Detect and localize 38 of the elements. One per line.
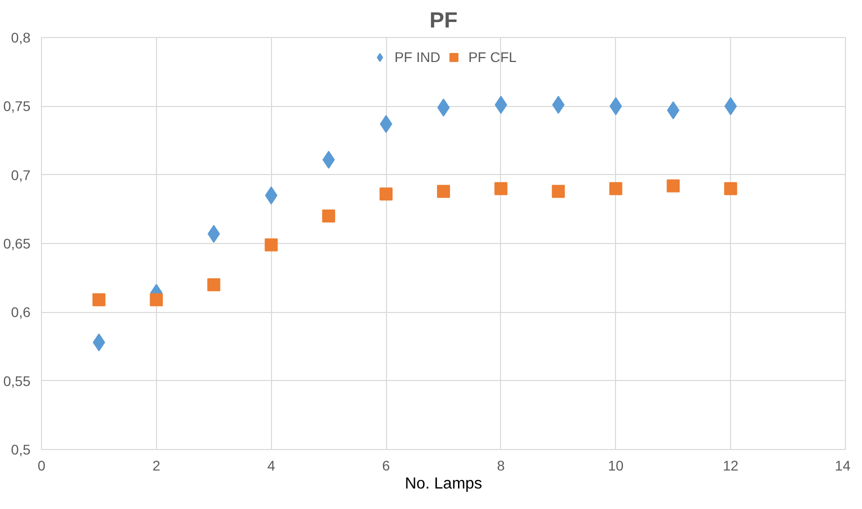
point [609, 182, 622, 196]
y-tick-label: 0,55 [3, 372, 31, 389]
point [380, 115, 392, 134]
x-tick-label: 14 [834, 458, 851, 474]
point [552, 184, 565, 198]
x-tick-label: 8 [497, 458, 506, 474]
point [380, 188, 393, 201]
point [437, 98, 450, 117]
y-tick-label: 0,5 [11, 442, 31, 458]
point [437, 184, 450, 198]
x-tick-label: 4 [267, 458, 276, 474]
point [724, 182, 738, 196]
point [494, 96, 508, 114]
x-tick-label: 6 [382, 458, 390, 474]
point [264, 238, 278, 252]
x-axis-title: No. Lamps [404, 476, 482, 492]
legend-label: PF CFL [468, 49, 517, 65]
x-tick-label: 12 [722, 458, 739, 474]
legend-label: PF IND [394, 49, 440, 65]
x-tick-label: 2 [152, 458, 160, 474]
point [150, 293, 163, 306]
point [552, 96, 565, 114]
point [724, 97, 737, 116]
y-tick-label: 0,75 [3, 98, 31, 114]
y-tick-label: 0,6 [11, 304, 31, 320]
point [494, 182, 508, 196]
point [207, 278, 220, 292]
y-tick-label: 0,7 [11, 166, 31, 183]
point [92, 293, 106, 306]
point [92, 333, 106, 352]
point [666, 179, 680, 192]
chart-title: PF [429, 8, 458, 32]
x-tick-label: 10 [608, 458, 624, 474]
y-tick-label: 0,8 [11, 30, 31, 46]
point [322, 210, 336, 223]
x-tick-label: 0 [38, 458, 46, 474]
y-tick-label: 0,65 [3, 236, 31, 252]
point [322, 150, 335, 169]
